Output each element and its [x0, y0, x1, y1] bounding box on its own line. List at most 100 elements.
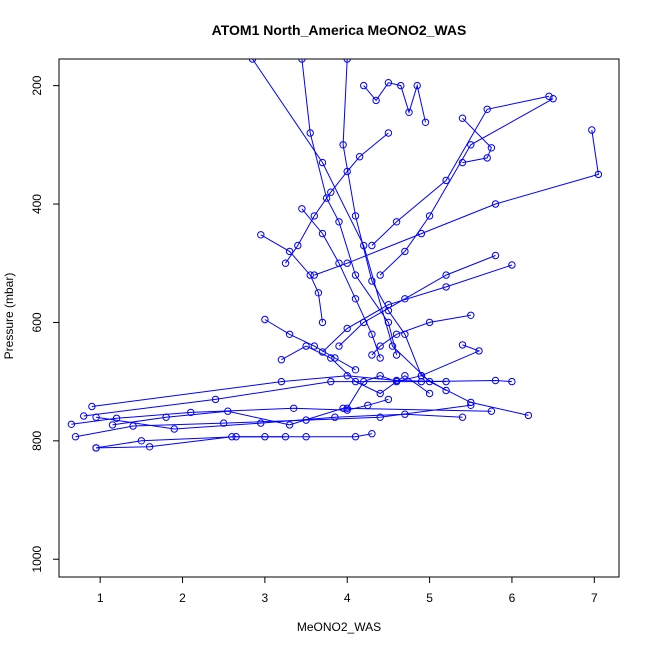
series-line [96, 436, 286, 449]
data-point [458, 413, 467, 421]
data-point [187, 408, 195, 417]
data-point [331, 413, 339, 421]
data-point [257, 231, 265, 239]
data-point [392, 330, 401, 338]
data-point [351, 377, 360, 386]
data-point [343, 259, 351, 267]
data-point [285, 421, 294, 429]
series-line [96, 413, 463, 430]
data-point [458, 341, 467, 349]
data-point [425, 318, 434, 327]
x-tick-label: 3 [262, 591, 269, 605]
data-point [112, 414, 121, 422]
data-point [545, 92, 553, 101]
data-point [339, 404, 347, 412]
data-point [211, 395, 220, 404]
data-point [322, 194, 331, 202]
data-point [327, 188, 335, 196]
data-point [384, 301, 393, 309]
data-point [71, 433, 80, 441]
series-lines [71, 59, 599, 449]
x-tick-label: 5 [426, 591, 433, 605]
data-point [302, 416, 310, 424]
data-point [368, 430, 376, 438]
x-tick-label: 7 [591, 591, 598, 605]
plot-frame [58, 58, 620, 578]
data-point [327, 354, 335, 362]
series-line [96, 433, 372, 449]
data-point [351, 433, 360, 441]
data-point [360, 81, 368, 90]
x-tick-label: 2 [179, 591, 186, 605]
plot-area [67, 59, 603, 452]
data-point [298, 59, 306, 63]
data-point [281, 433, 290, 441]
x-axis-label: MeONO2_WAS [297, 620, 381, 634]
data-point [351, 366, 360, 374]
data-point [401, 247, 409, 256]
series-line [338, 255, 496, 347]
data-point [310, 342, 318, 350]
data-point [413, 81, 421, 90]
data-point [401, 295, 409, 303]
data-point [417, 229, 426, 238]
x-tick-label: 1 [97, 591, 104, 605]
data-point [351, 271, 360, 279]
data-point [67, 420, 76, 428]
data-point [261, 433, 269, 441]
data-point [368, 330, 376, 338]
data-point [360, 241, 368, 250]
data-point [310, 212, 318, 220]
series-line [75, 404, 471, 438]
x-tick-label: 4 [344, 591, 351, 605]
data-point [376, 342, 384, 350]
data-point [397, 81, 405, 90]
data-point [388, 342, 397, 350]
data-point [351, 212, 360, 220]
data-point [310, 271, 318, 279]
data-point [285, 247, 294, 256]
data-point [290, 404, 298, 412]
data-point [277, 356, 286, 364]
data-point [339, 141, 347, 149]
data-point [137, 437, 146, 445]
data-point [302, 433, 310, 441]
y-tick-label: 400 [30, 194, 44, 214]
y-axis-label: Pressure (mbar) [2, 273, 16, 360]
series-points [67, 59, 603, 452]
data-point [277, 377, 286, 386]
data-point [220, 419, 228, 427]
data-point [170, 425, 179, 433]
data-point [442, 271, 450, 279]
y-tick-label: 200 [30, 75, 44, 95]
data-point [335, 259, 343, 267]
data-point [298, 205, 306, 213]
data-point [368, 351, 376, 359]
x-axis: 1 2 3 4 5 6 7 [97, 576, 598, 605]
data-point [384, 129, 393, 137]
data-point [417, 377, 426, 386]
data-point [467, 398, 475, 407]
data-point [475, 347, 483, 355]
data-point [228, 433, 236, 441]
chart-title: ATOM1 North_America MeONO2_WAS [212, 22, 467, 38]
data-point [376, 413, 384, 421]
series-line [264, 319, 356, 371]
data-point [421, 118, 430, 127]
series-line [462, 117, 492, 164]
data-point [467, 141, 475, 149]
data-point [483, 154, 491, 162]
data-point [80, 412, 88, 420]
data-point [302, 342, 310, 350]
series-line [285, 132, 389, 264]
series-line [371, 314, 471, 356]
series-line [71, 398, 389, 425]
data-point [294, 241, 302, 250]
data-point [508, 377, 516, 386]
data-point [588, 126, 596, 134]
data-point [372, 96, 380, 105]
data-point [360, 318, 368, 327]
data-point [314, 289, 323, 297]
data-point [483, 105, 491, 114]
data-point [401, 372, 409, 380]
